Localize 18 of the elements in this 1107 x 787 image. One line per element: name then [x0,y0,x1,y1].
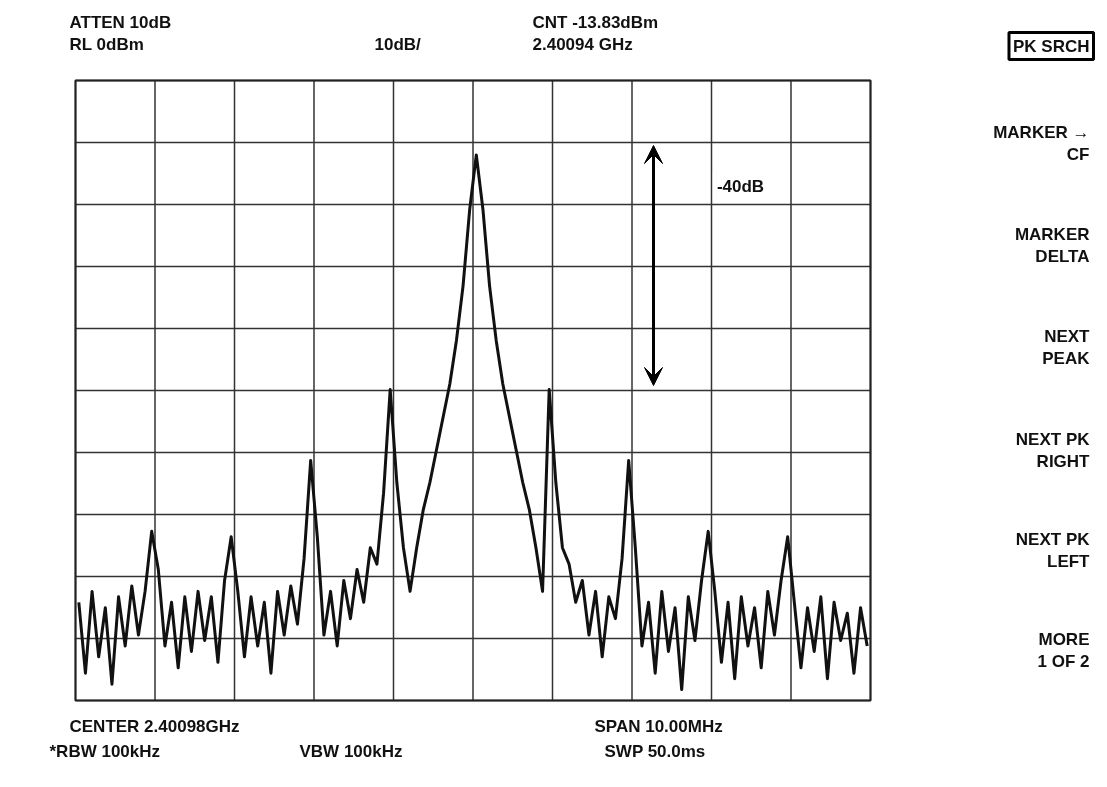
text: MORE 1 OF 2 [1037,629,1090,672]
text: *RBW 100kHz [49,741,161,761]
text: SWP 50.0ms [604,741,706,761]
text: NEXT PEAK [1042,326,1091,369]
text: ATTEN 10dB [69,12,172,32]
text: RL 0dBm [69,34,144,54]
text: 10dB/ [374,34,422,54]
text: CNT -13.83dBm [532,12,659,32]
annotation: -40dB [716,176,765,196]
text: 2.40094 GHz [532,34,633,54]
text: SPAN 10.00MHz [594,716,723,736]
text: NEXT PK LEFT [1015,529,1091,572]
text: MARKER → CF [993,122,1090,165]
text: CENTER 2.40098GHz [69,716,240,736]
text: MARKER DELTA [1014,224,1090,267]
text: VBW 100kHz [299,741,403,761]
text: NEXT PK RIGHT [1015,429,1091,472]
text: PK SRCH [1012,36,1090,56]
